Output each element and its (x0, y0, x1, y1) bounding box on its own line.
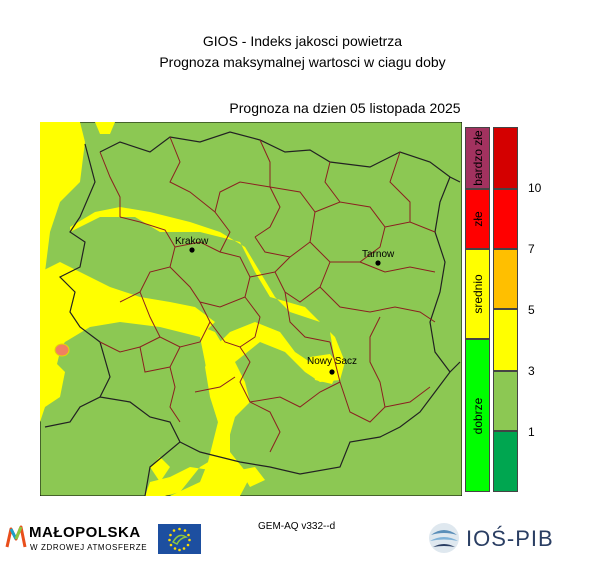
malopolska-logo-icon (5, 525, 27, 548)
city-marker (375, 260, 381, 266)
scale-cell (493, 189, 518, 249)
zone-moderate-nowy-sacz (310, 354, 340, 384)
city-marker (189, 247, 195, 253)
region-boundary-outer (44, 131, 461, 496)
city-label: Tarnow (362, 249, 395, 260)
county-boundaries (99, 136, 436, 453)
forecast-date: Prognoza na dzien 05 listopada 2025 (229, 100, 461, 116)
category-srednio: srednio (465, 249, 490, 339)
category-label: bardzo złe (470, 130, 485, 186)
scale-tick: 5 (528, 303, 535, 317)
city-tarnow: Tarnow (362, 249, 395, 266)
category-dobrze: dobrze (465, 339, 490, 492)
zone-moderate-west-mid (40, 262, 215, 372)
malopolska-subtitle: W ZDROWEJ ATMOSFERZE (30, 543, 148, 552)
scale-tick: 3 (528, 364, 535, 378)
category-label: srednio (470, 274, 485, 314)
scale-tick: 10 (528, 181, 542, 195)
category-zle: złe (465, 189, 490, 249)
ios-pib-logo-icon (429, 523, 459, 553)
malopolska-title: MAŁOPOLSKA (29, 524, 141, 541)
zone-bad-spot (54, 343, 70, 357)
eu-life-flag-icon (158, 524, 201, 554)
zone-moderate-sw-strip (40, 362, 65, 412)
region-boundary-east (429, 176, 451, 373)
scale-cell (493, 371, 518, 431)
category-bardzo-zle: bardzo złe (465, 127, 490, 189)
zone-moderate-bottom (240, 467, 265, 487)
ios-pib-label: IOŚ-PIB (466, 526, 554, 551)
forecast-map: Krakow Tarnow Nowy Sacz (40, 122, 462, 496)
scale-tick: 7 (528, 242, 535, 256)
city-label: Krakow (175, 236, 209, 247)
city-marker (329, 369, 335, 375)
city-label: Nowy Sacz (307, 356, 357, 367)
zone-moderate-central (70, 207, 345, 496)
index-scale (493, 127, 518, 492)
category-label: dobrze (470, 397, 485, 434)
category-legend: bardzo złe złe srednio dobrze (465, 127, 490, 492)
model-version: GEM-AQ v332--d (258, 521, 336, 532)
scale-cell (493, 127, 518, 189)
category-label: złe (470, 211, 485, 227)
scale-cell (493, 431, 518, 492)
city-krakow: Krakow (175, 236, 209, 253)
title-line-2: Prognoza maksymalnej wartosci w ciagu do… (159, 54, 446, 70)
zone-moderate-north-patch (95, 122, 115, 134)
scale-cell (493, 249, 518, 309)
zone-moderate-south (170, 322, 250, 496)
title-line-1: GIOS - Indeks jakosci powietrza (202, 33, 403, 49)
scale-cell (493, 309, 518, 371)
city-nowy-sacz: Nowy Sacz (307, 356, 357, 375)
scale-tick: 1 (528, 425, 535, 439)
